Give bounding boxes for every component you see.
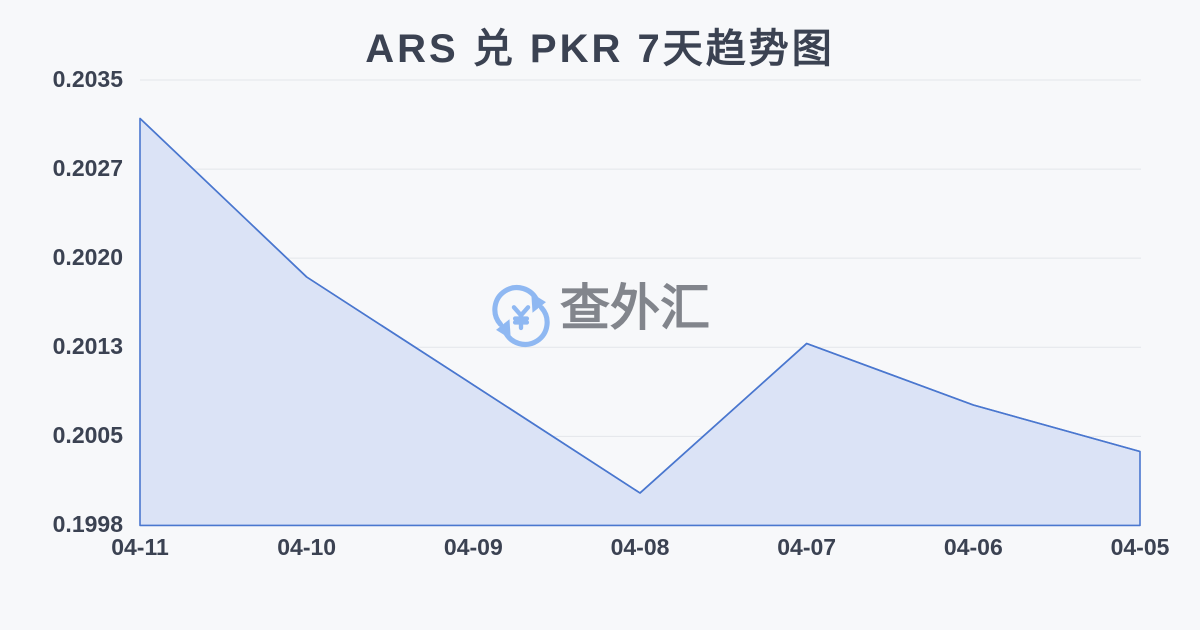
svg-text:0.2035: 0.2035 <box>53 66 124 92</box>
svg-text:04-11: 04-11 <box>111 534 169 560</box>
svg-text:0.2020: 0.2020 <box>53 244 123 270</box>
svg-text:04-08: 04-08 <box>611 534 670 560</box>
svg-text:0.2005: 0.2005 <box>53 422 124 448</box>
svg-text:04-07: 04-07 <box>777 534 836 560</box>
svg-text:0.2013: 0.2013 <box>53 333 123 359</box>
svg-text:0.2027: 0.2027 <box>53 155 123 181</box>
svg-text:04-09: 04-09 <box>444 534 503 560</box>
svg-text:查外汇: 查外汇 <box>560 280 710 336</box>
svg-text:04-10: 04-10 <box>277 534 336 560</box>
svg-text:04-06: 04-06 <box>944 534 1003 560</box>
svg-text:04-05: 04-05 <box>1111 534 1170 560</box>
